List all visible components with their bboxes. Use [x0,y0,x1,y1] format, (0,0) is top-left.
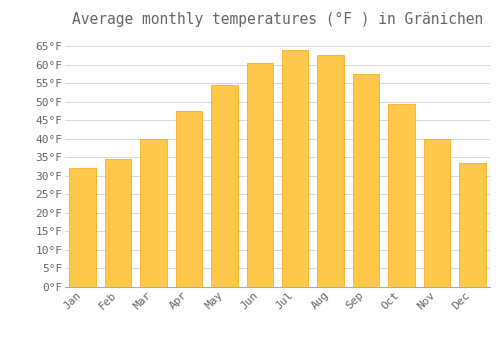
Bar [105,159,132,287]
Bar [282,50,308,287]
Bar [140,139,167,287]
Bar [459,163,485,287]
Bar [70,168,96,287]
Bar [211,85,238,287]
Title: Average monthly temperatures (°F ) in Gränichen: Average monthly temperatures (°F ) in Gr… [72,12,483,27]
Bar [353,74,380,287]
Bar [424,139,450,287]
Bar [176,111,202,287]
Bar [246,63,273,287]
Bar [318,55,344,287]
Bar [388,104,414,287]
